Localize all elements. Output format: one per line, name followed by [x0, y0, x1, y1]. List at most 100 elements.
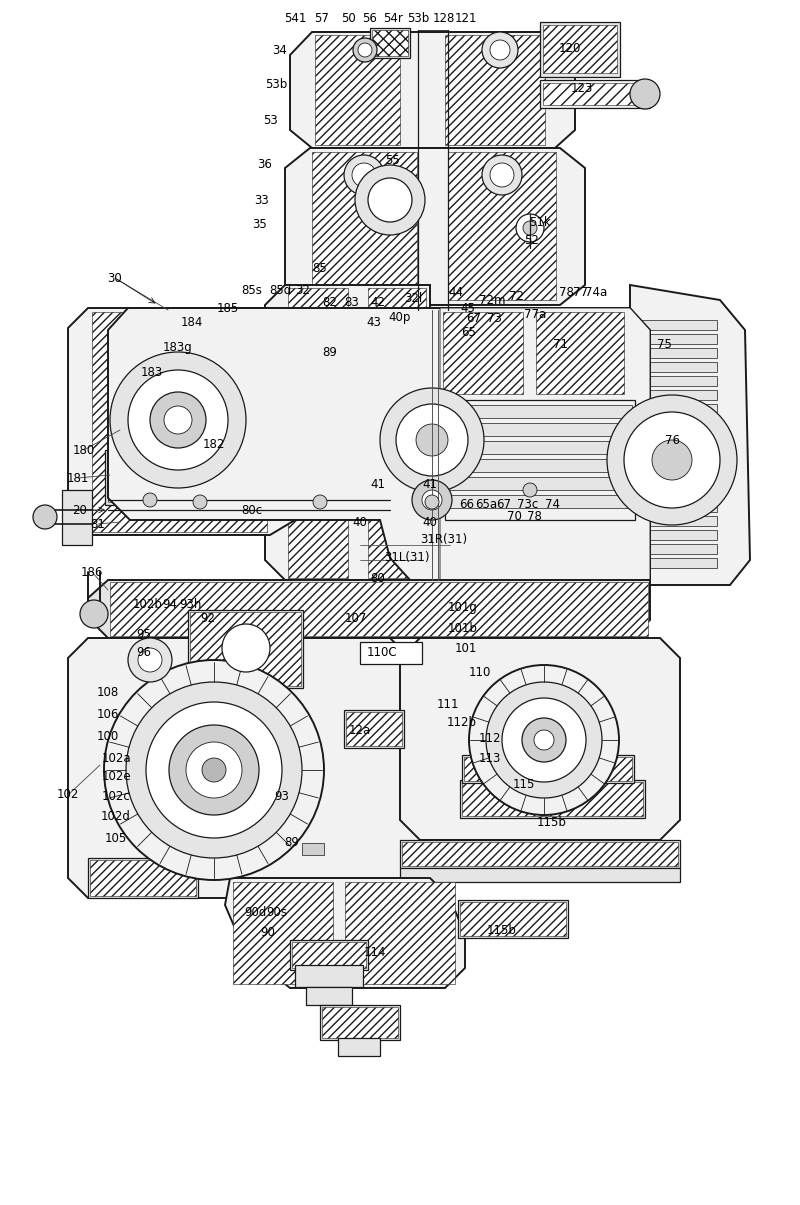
- Text: 90: 90: [261, 925, 275, 939]
- Text: 42: 42: [370, 296, 386, 310]
- Circle shape: [482, 33, 518, 67]
- Text: 96: 96: [137, 646, 151, 658]
- Text: 112: 112: [478, 731, 502, 745]
- Bar: [448, 441, 632, 454]
- Text: 73: 73: [486, 312, 502, 324]
- Text: 53: 53: [262, 113, 278, 127]
- Text: 81: 81: [90, 517, 106, 530]
- Circle shape: [355, 165, 425, 235]
- Text: 20: 20: [73, 504, 87, 517]
- Circle shape: [396, 404, 468, 476]
- Circle shape: [422, 490, 442, 510]
- Bar: [90, 860, 196, 897]
- Text: 85s: 85s: [242, 283, 262, 296]
- Text: 40: 40: [422, 516, 438, 529]
- Bar: [632, 433, 717, 442]
- Text: 90d: 90d: [244, 905, 266, 918]
- Circle shape: [222, 624, 270, 672]
- Text: 51k: 51k: [529, 217, 551, 229]
- Bar: [632, 404, 717, 415]
- Circle shape: [104, 660, 324, 880]
- Text: 52: 52: [525, 234, 539, 247]
- Text: 92: 92: [201, 611, 215, 624]
- Circle shape: [193, 495, 207, 509]
- Circle shape: [150, 392, 206, 448]
- Text: 102e: 102e: [101, 770, 131, 782]
- Text: 73c: 73c: [518, 498, 538, 511]
- Bar: [62, 490, 92, 545]
- Text: 65a: 65a: [475, 498, 497, 511]
- Text: 108: 108: [97, 686, 119, 699]
- Text: 110C: 110C: [366, 646, 398, 658]
- Bar: [448, 495, 632, 509]
- Text: 31L(31): 31L(31): [384, 552, 430, 564]
- Text: 85: 85: [313, 261, 327, 275]
- Bar: [360, 642, 422, 664]
- Text: 90s: 90s: [266, 905, 287, 918]
- Text: 36: 36: [258, 159, 273, 171]
- Circle shape: [482, 155, 522, 195]
- Circle shape: [523, 483, 537, 496]
- Bar: [292, 942, 366, 968]
- Circle shape: [486, 682, 602, 798]
- Text: 34: 34: [273, 43, 287, 57]
- Circle shape: [516, 214, 544, 242]
- Bar: [295, 965, 363, 987]
- Bar: [460, 903, 566, 936]
- Text: 183g: 183g: [163, 341, 193, 354]
- Bar: [368, 288, 426, 578]
- Circle shape: [630, 80, 660, 108]
- Text: 115: 115: [513, 777, 535, 790]
- Text: 85d: 85d: [269, 283, 291, 296]
- Circle shape: [523, 221, 537, 235]
- Bar: [632, 376, 717, 386]
- Text: 102: 102: [57, 788, 79, 801]
- Text: 102c: 102c: [102, 789, 130, 803]
- Bar: [302, 844, 324, 856]
- Text: 102b: 102b: [133, 598, 163, 611]
- Polygon shape: [440, 308, 650, 598]
- Bar: [88, 858, 198, 898]
- Circle shape: [490, 163, 514, 187]
- Bar: [344, 710, 404, 748]
- Text: 57: 57: [314, 12, 330, 24]
- Text: 74a: 74a: [585, 287, 607, 300]
- Polygon shape: [400, 637, 680, 840]
- Text: 35: 35: [253, 218, 267, 231]
- Bar: [464, 757, 540, 781]
- Text: 78: 78: [558, 287, 574, 300]
- Bar: [540, 22, 620, 77]
- Circle shape: [534, 730, 554, 750]
- Text: 93h: 93h: [179, 598, 201, 611]
- Bar: [105, 449, 195, 505]
- Text: 101g: 101g: [448, 601, 478, 615]
- Text: 76: 76: [665, 434, 679, 447]
- Bar: [462, 782, 643, 816]
- Bar: [346, 712, 402, 746]
- Circle shape: [353, 39, 377, 61]
- Circle shape: [126, 682, 302, 858]
- Bar: [188, 610, 303, 688]
- Bar: [632, 348, 717, 358]
- Circle shape: [202, 758, 226, 782]
- Bar: [448, 423, 632, 436]
- Text: 54r: 54r: [383, 12, 403, 24]
- Text: 115b: 115b: [487, 923, 517, 936]
- Bar: [372, 30, 408, 55]
- Circle shape: [138, 648, 162, 672]
- Text: 43: 43: [366, 316, 382, 329]
- Polygon shape: [108, 308, 650, 598]
- Text: 123: 123: [571, 82, 593, 94]
- Circle shape: [425, 495, 439, 509]
- Bar: [306, 987, 352, 1005]
- Text: 106: 106: [97, 707, 119, 721]
- Text: 53b: 53b: [407, 12, 429, 24]
- Circle shape: [344, 155, 384, 195]
- Bar: [632, 488, 717, 498]
- Bar: [632, 362, 717, 372]
- Circle shape: [469, 665, 619, 815]
- Text: 75: 75: [657, 339, 671, 352]
- Circle shape: [607, 395, 737, 525]
- Text: 55: 55: [385, 153, 399, 166]
- Text: 186: 186: [81, 565, 103, 578]
